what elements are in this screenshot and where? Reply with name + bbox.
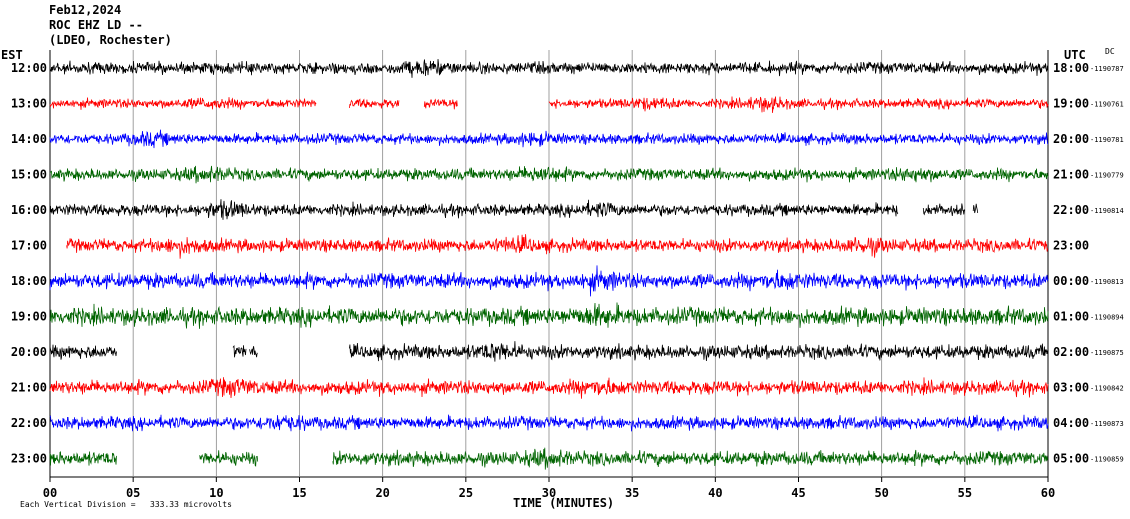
dc-offset-label: -1190779 (1090, 172, 1124, 180)
est-hour-label: 12:00 (11, 61, 47, 75)
trace-segment (249, 346, 258, 358)
utc-hour-label: 00:00 (1053, 274, 1089, 288)
x-tick-label: 30 (542, 486, 556, 500)
x-tick-label: 50 (874, 486, 888, 500)
trace-segment (49, 302, 1049, 329)
trace-segment (49, 414, 1049, 432)
utc-hour-label: 18:00 (1053, 61, 1089, 75)
est-hour-label: 20:00 (11, 345, 47, 359)
trace-segment (199, 450, 259, 467)
trace-segment (49, 265, 1049, 297)
est-hour-label: 13:00 (11, 97, 47, 111)
x-axis-label: TIME (MINUTES) (513, 496, 615, 510)
trace-segment (349, 341, 1049, 362)
est-hour-label: 23:00 (11, 452, 47, 466)
trace-segment (49, 165, 1049, 184)
utc-hour-label: 04:00 (1053, 416, 1089, 430)
x-tick-label: 60 (1041, 486, 1055, 500)
utc-hour-label: 22:00 (1053, 203, 1089, 217)
utc-hour-label: 03:00 (1053, 381, 1089, 395)
header-date: Feb12,2024 (49, 3, 122, 17)
trace-segment (49, 344, 117, 360)
est-hour-label: 16:00 (11, 203, 47, 217)
trace-segment (49, 377, 1049, 399)
trace-segment (423, 98, 458, 110)
dc-offset-label: -1190875 (1090, 349, 1124, 357)
est-hour-label: 22:00 (11, 416, 47, 430)
est-hour-label: 14:00 (11, 132, 47, 146)
utc-hour-label: 01:00 (1053, 310, 1089, 324)
trace-segment (232, 345, 247, 358)
trace-segment (49, 129, 1049, 149)
utc-hour-label: 02:00 (1053, 345, 1089, 359)
utc-hour-label: 20:00 (1053, 132, 1089, 146)
dc-offset-label: -1190842 (1090, 385, 1124, 393)
dc-offset-label: -1190761 (1090, 101, 1124, 109)
est-hour-label: 19:00 (11, 310, 47, 324)
left-axis-label: EST (1, 48, 23, 62)
est-hour-label: 21:00 (11, 381, 47, 395)
trace-segment (548, 96, 1049, 113)
dc-offset-label: -1190787 (1090, 65, 1124, 73)
trace-segment (349, 98, 400, 109)
utc-hour-label: 21:00 (1053, 168, 1089, 182)
dc-offset-label: -1190814 (1090, 207, 1124, 215)
x-tick-label: 05 (126, 486, 140, 500)
dc-offset-label: -1190894 (1090, 314, 1124, 322)
trace-segment (49, 97, 317, 110)
x-tick-label: 20 (375, 486, 389, 500)
right-axis-label: UTC (1064, 48, 1086, 62)
header-network: (LDEO, Rochester) (49, 33, 172, 47)
dc-offset-label: -1190813 (1090, 278, 1124, 286)
x-tick-label: 40 (708, 486, 722, 500)
x-tick-label: 10 (209, 486, 223, 500)
trace-segment (66, 234, 1048, 259)
footer-scale-value: 333.33 microvolts (150, 500, 232, 509)
utc-hour-label: 23:00 (1053, 239, 1089, 253)
footer-scale-label: Each Vertical Division = (20, 500, 136, 509)
x-tick-label: 35 (625, 486, 639, 500)
est-hour-label: 15:00 (11, 168, 47, 182)
trace-segment (922, 203, 966, 216)
dc-offset-label: -1190859 (1090, 456, 1124, 464)
est-hour-label: 17:00 (11, 239, 47, 253)
trace-segment (49, 451, 117, 466)
dc-offset-label: -1190873 (1090, 420, 1124, 428)
x-tick-label: 25 (459, 486, 473, 500)
est-hour-label: 18:00 (11, 274, 47, 288)
trace-segment (49, 59, 1049, 78)
x-tick-label: 45 (791, 486, 805, 500)
dc-label: DC (1105, 47, 1115, 56)
utc-hour-label: 19:00 (1053, 97, 1089, 111)
header-station: ROC EHZ LD -- (49, 18, 143, 32)
dc-offset-label: -1190781 (1090, 136, 1124, 144)
x-tick-label: 15 (292, 486, 306, 500)
trace-segment (972, 203, 979, 214)
trace-segment (332, 447, 1049, 470)
x-tick-label: 55 (958, 486, 972, 500)
utc-hour-label: 05:00 (1053, 452, 1089, 466)
x-tick-label: 00 (43, 486, 57, 500)
trace-segment (49, 199, 899, 220)
